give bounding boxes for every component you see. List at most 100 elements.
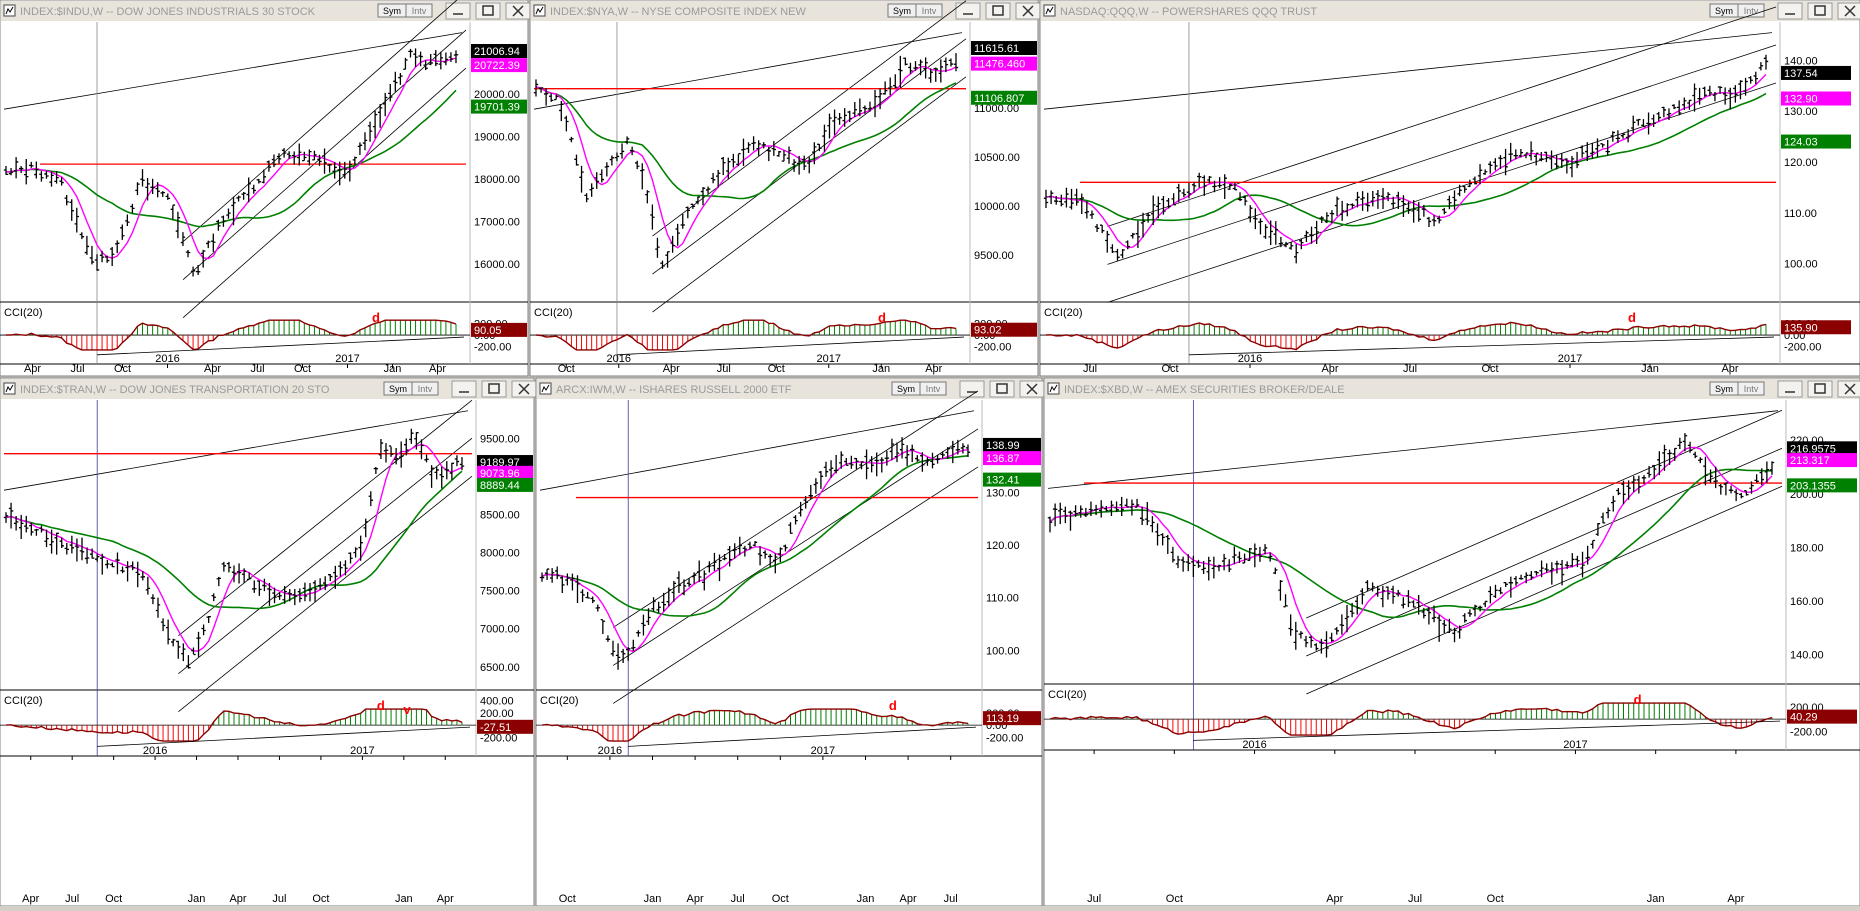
window-control-face[interactable] [959, 380, 985, 398]
price-bar [1237, 551, 1242, 564]
close-icon[interactable] [1844, 383, 1856, 395]
intv-button-face[interactable] [411, 381, 439, 396]
maximize-button[interactable] [1807, 2, 1833, 20]
sym-button[interactable]: Sym [1709, 381, 1739, 396]
price-bar [1528, 141, 1534, 161]
price-bar [1621, 480, 1626, 505]
close-button[interactable] [505, 2, 531, 20]
sym-button[interactable]: Sym [383, 381, 413, 396]
window-control-face[interactable] [1777, 2, 1803, 20]
price-bar [323, 576, 328, 591]
window-control-face[interactable] [1807, 2, 1833, 20]
maximize-icon[interactable] [1814, 5, 1826, 16]
maximize-icon[interactable] [482, 5, 494, 16]
price-bar [99, 250, 105, 263]
cci-badge-label: 113.19 [986, 713, 1019, 725]
price-bar [1151, 195, 1156, 225]
price-bar [13, 516, 19, 531]
intv-button[interactable]: Intv [915, 3, 943, 18]
window-control-face[interactable] [445, 2, 471, 20]
price-bar [383, 443, 389, 463]
intv-button[interactable]: Intv [411, 381, 439, 396]
window-control-face[interactable] [481, 380, 507, 398]
close-button[interactable] [511, 380, 537, 398]
window-control-face[interactable] [1807, 380, 1833, 398]
intv-button-face[interactable] [915, 3, 943, 18]
price-bar [945, 447, 950, 459]
price-badge-2 [971, 56, 1037, 71]
sym-button[interactable]: Sym [887, 3, 917, 18]
minimize-button[interactable] [1777, 2, 1803, 20]
maximize-icon[interactable] [992, 5, 1004, 16]
price-bar [1078, 505, 1083, 518]
close-button[interactable] [1837, 2, 1860, 20]
intv-button[interactable]: Intv [405, 3, 433, 18]
maximize-button[interactable] [989, 380, 1015, 398]
trend-channel-line-3 [182, 67, 467, 319]
maximize-icon[interactable] [488, 383, 500, 394]
window-control-face[interactable] [475, 2, 501, 20]
price-bar [839, 451, 844, 469]
close-icon[interactable] [512, 5, 524, 17]
price-bar [842, 108, 847, 127]
price-bar [276, 153, 282, 164]
close-icon[interactable] [1022, 5, 1034, 17]
price-bar [548, 93, 554, 102]
price-bar [619, 143, 625, 159]
price-bar [837, 113, 842, 125]
price-bar [1436, 615, 1442, 642]
minimize-button[interactable] [955, 2, 981, 20]
maximize-button[interactable] [1807, 380, 1833, 398]
close-icon[interactable] [518, 383, 530, 395]
price-bar [771, 141, 777, 156]
window-control-face[interactable] [451, 380, 477, 398]
trendlines [1047, 400, 1783, 750]
maximize-button[interactable] [481, 380, 507, 398]
close-icon[interactable] [1844, 5, 1856, 17]
maximize-icon[interactable] [1814, 383, 1826, 394]
maximize-button[interactable] [985, 2, 1011, 20]
intv-button[interactable]: Intv [1737, 381, 1765, 396]
price-bar [594, 172, 599, 189]
price-bar [373, 467, 379, 475]
close-icon[interactable] [1026, 383, 1038, 395]
minimize-button[interactable] [445, 2, 471, 20]
window-control-face[interactable] [1777, 380, 1803, 398]
window-control-face[interactable] [989, 380, 1015, 398]
minimize-button[interactable] [451, 380, 477, 398]
minimize-button[interactable] [1777, 380, 1803, 398]
maximize-button[interactable] [475, 2, 501, 20]
close-button[interactable] [1019, 380, 1045, 398]
window-control-face[interactable] [985, 2, 1011, 20]
window-control-face[interactable] [955, 2, 981, 20]
price-bar [24, 515, 29, 533]
cci-label: CCI(20) [4, 695, 43, 707]
intv-button-face[interactable] [1737, 381, 1765, 396]
x-tick-label: Jul [70, 363, 84, 375]
intv-button-face[interactable] [919, 381, 947, 396]
x-tick-label: Apr [687, 893, 704, 905]
price-bar [332, 162, 337, 179]
minimize-button[interactable] [959, 380, 985, 398]
price-bar [635, 160, 640, 170]
maximize-icon[interactable] [996, 383, 1008, 394]
price-bar [910, 444, 915, 463]
intv-button-face[interactable] [405, 3, 433, 18]
close-button[interactable] [1015, 2, 1041, 20]
price-bar [226, 561, 232, 573]
sym-button[interactable]: Sym [377, 3, 407, 18]
sym-button[interactable]: Sym [1709, 3, 1739, 18]
price-bar [135, 561, 140, 588]
intv-button[interactable]: Intv [919, 381, 947, 396]
price-bar [171, 638, 176, 647]
price-bar [247, 572, 252, 581]
cci-badge-label: 40.29 [1790, 712, 1818, 724]
trend-channel-line-1 [178, 437, 473, 675]
price-bar [1345, 203, 1350, 217]
panel-frame [1043, 377, 1860, 907]
price-bar [362, 132, 368, 151]
close-button[interactable] [1837, 380, 1860, 398]
price-bar [1288, 614, 1293, 636]
sym-button[interactable]: Sym [891, 381, 921, 396]
price-bar [660, 260, 665, 269]
